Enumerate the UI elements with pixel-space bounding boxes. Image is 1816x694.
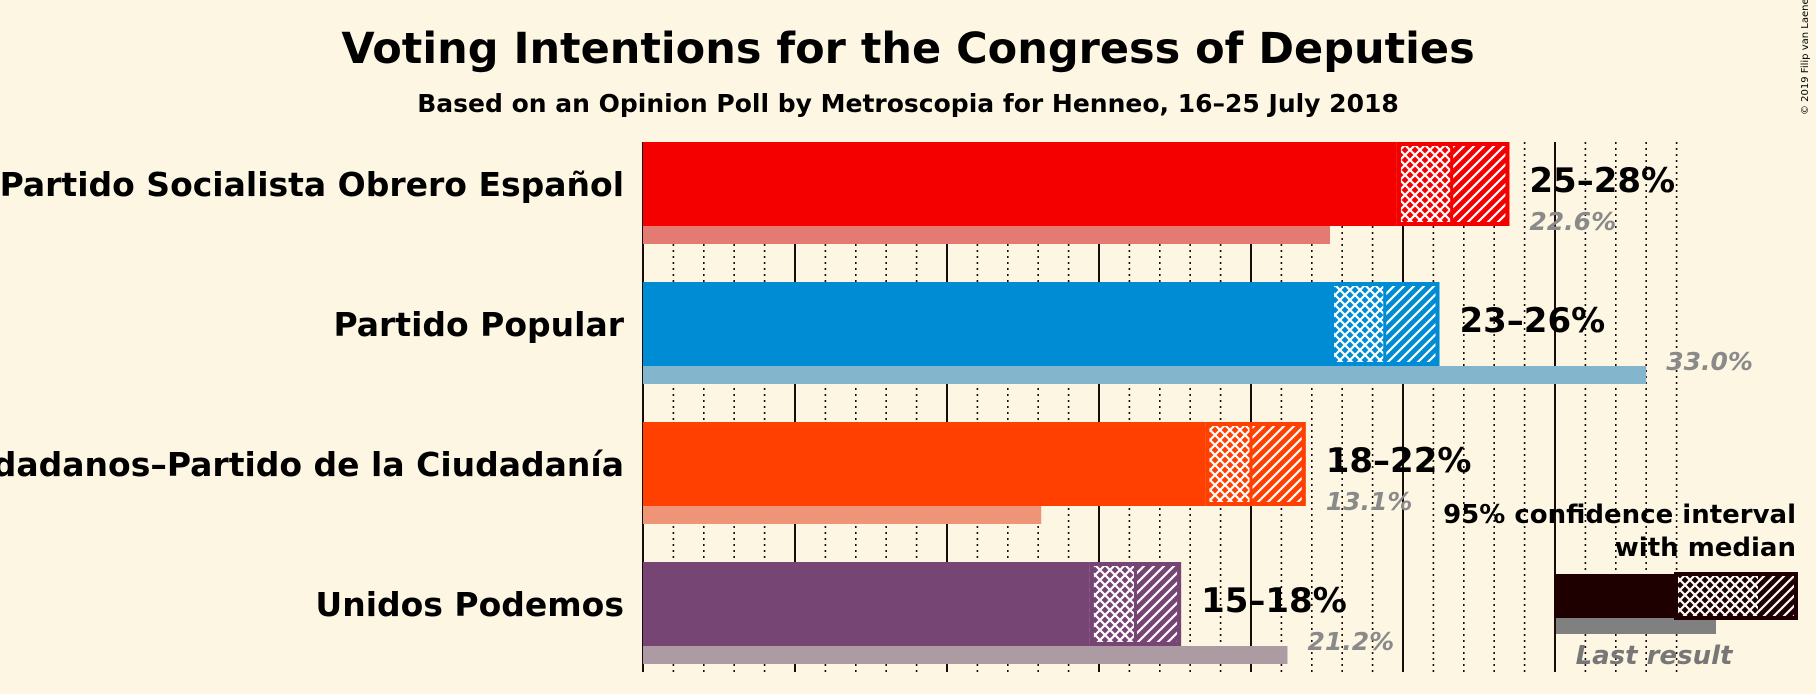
- legend-ci-dark: [1554, 574, 1676, 618]
- legend-line-2: with median: [1615, 533, 1796, 563]
- last-result-label: 21.2%: [1307, 627, 1394, 656]
- party-row: Partido Popular 23–26% 33.0%: [333, 282, 1753, 384]
- ci-lower-hatch: [1205, 422, 1251, 506]
- ci-lower-hatch: [1396, 142, 1452, 226]
- copyright-note: © 2019 Filip van Laenen: [1800, 0, 1811, 115]
- range-label: 25–28%: [1529, 161, 1675, 201]
- ci-outline: [1205, 422, 1306, 506]
- party-label: Ciudadanos–Partido de la Ciudadanía: [0, 445, 624, 484]
- last-result-bar: [643, 506, 1042, 524]
- legend-line-1: 95% confidence interval: [1443, 500, 1796, 530]
- chart-subtitle: Based on an Opinion Poll by Metroscopia …: [417, 89, 1399, 118]
- party-row: Partido Socialista Obrero Español 25–28% 2…: [0, 142, 1675, 244]
- party-label: Unidos Podemos: [315, 585, 624, 624]
- last-result-label: 33.0%: [1666, 347, 1753, 376]
- ci-outline: [1396, 142, 1510, 226]
- ci-lower-hatch: [1089, 562, 1136, 646]
- legend-last-swatch: [1556, 618, 1716, 634]
- last-result-label: 13.1%: [1326, 487, 1413, 516]
- legend-crosshatch: [1676, 574, 1758, 618]
- legend-last-result: Last result: [1576, 641, 1734, 671]
- ci-upper-hatch: [1135, 562, 1182, 646]
- chart-bars: Partido Socialista Obrero Español 25–28% 2…: [0, 142, 1753, 664]
- range-label: 18–22%: [1326, 441, 1472, 481]
- party-row: Unidos Podemos 15–18% 21.2%: [315, 562, 1394, 664]
- last-result-bar: [643, 646, 1288, 664]
- last-result-bar: [643, 366, 1647, 384]
- ci-low-bar: [643, 562, 1090, 646]
- party-label: Partido Popular: [333, 305, 624, 344]
- range-label: 15–18%: [1201, 581, 1347, 621]
- last-result-bar: [643, 226, 1331, 244]
- ci-low-bar: [643, 142, 1397, 226]
- range-label: 23–26%: [1459, 301, 1605, 341]
- last-result-label: 22.6%: [1529, 207, 1616, 236]
- party-label: Partido Socialista Obrero Español: [0, 165, 624, 204]
- legend-diaghatch: [1758, 574, 1796, 618]
- ci-lower-hatch: [1330, 282, 1385, 366]
- party-row: Ciudadanos–Partido de la Ciudadanía 18–22…: [0, 422, 1471, 524]
- chart-title: Voting Intentions for the Congress of De…: [341, 24, 1474, 74]
- ci-upper-hatch: [1384, 282, 1440, 366]
- ci-low-bar: [643, 422, 1206, 506]
- legend-outline: [1674, 572, 1798, 620]
- ci-upper-hatch: [1451, 142, 1510, 226]
- chart-legend: 95% confidence interval with median Last…: [1443, 500, 1798, 671]
- ci-low-bar: [643, 282, 1331, 366]
- ci-upper-hatch: [1251, 422, 1306, 506]
